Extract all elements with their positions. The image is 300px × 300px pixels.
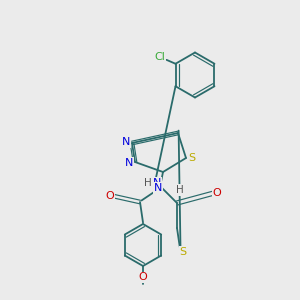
Text: N: N: [122, 137, 130, 147]
Text: H: H: [144, 178, 152, 188]
Text: Cl: Cl: [155, 52, 166, 62]
Text: S: S: [188, 153, 195, 163]
Text: O: O: [213, 188, 221, 198]
Text: O: O: [139, 272, 147, 282]
Text: S: S: [179, 247, 187, 257]
Text: N: N: [153, 178, 161, 188]
Text: N: N: [154, 183, 162, 193]
Text: O: O: [106, 191, 114, 201]
Text: H: H: [176, 185, 184, 195]
Text: N: N: [125, 158, 133, 168]
